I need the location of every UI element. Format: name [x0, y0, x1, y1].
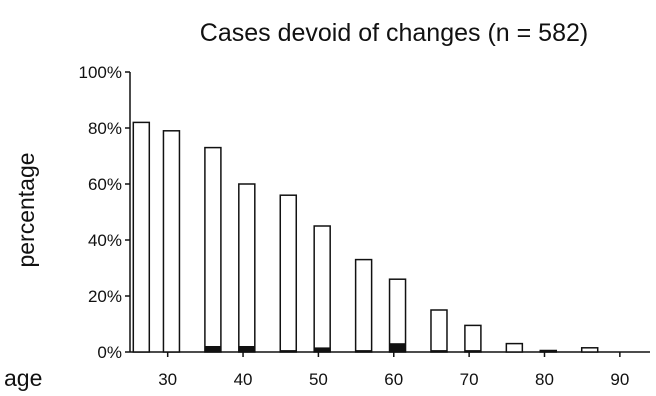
bar-changes [465, 351, 481, 353]
chart-title: Cases devoid of changes (n = 582) [200, 19, 588, 47]
x-tick-label: 50 [309, 370, 328, 389]
bar-total [205, 148, 221, 352]
bar-changes [356, 351, 372, 353]
axes [125, 72, 650, 357]
bar-total [506, 344, 522, 352]
x-tick-label: 30 [158, 370, 177, 389]
bar-total [163, 131, 179, 352]
x-tick-label: 70 [460, 370, 479, 389]
bar-total [314, 226, 330, 352]
bar-total [239, 184, 255, 352]
x-axis-label: age [4, 365, 42, 391]
bars [133, 122, 597, 352]
bar-total [280, 195, 296, 352]
bar-total [431, 310, 447, 352]
bar-changes [314, 348, 330, 352]
y-tick-label: 100% [79, 63, 122, 82]
bar-total [540, 351, 556, 353]
x-tick-label: 60 [384, 370, 403, 389]
bar-total [133, 122, 149, 352]
y-tick-label: 60% [88, 175, 122, 194]
y-axis-label: percentage [13, 152, 39, 267]
bar-total [582, 348, 598, 352]
y-tick-label: 0% [97, 343, 122, 362]
bar-total [465, 325, 481, 352]
bar-changes [239, 346, 255, 352]
bar-changes [205, 346, 221, 352]
x-tick-label: 80 [535, 370, 554, 389]
y-tick-label: 80% [88, 119, 122, 138]
tick-labels: 0% 20% 40% 60% 80% 100% 30 40 50 60 70 80 90 [79, 63, 630, 389]
y-tick-label: 20% [88, 287, 122, 306]
x-tick-label: 40 [234, 370, 253, 389]
y-tick-label: 40% [88, 231, 122, 250]
bar-changes [280, 351, 296, 353]
bar-changes [390, 344, 406, 352]
bar-changes [431, 351, 447, 353]
bar-total [390, 279, 406, 352]
bar-total [356, 260, 372, 352]
x-tick-label: 90 [610, 370, 629, 389]
